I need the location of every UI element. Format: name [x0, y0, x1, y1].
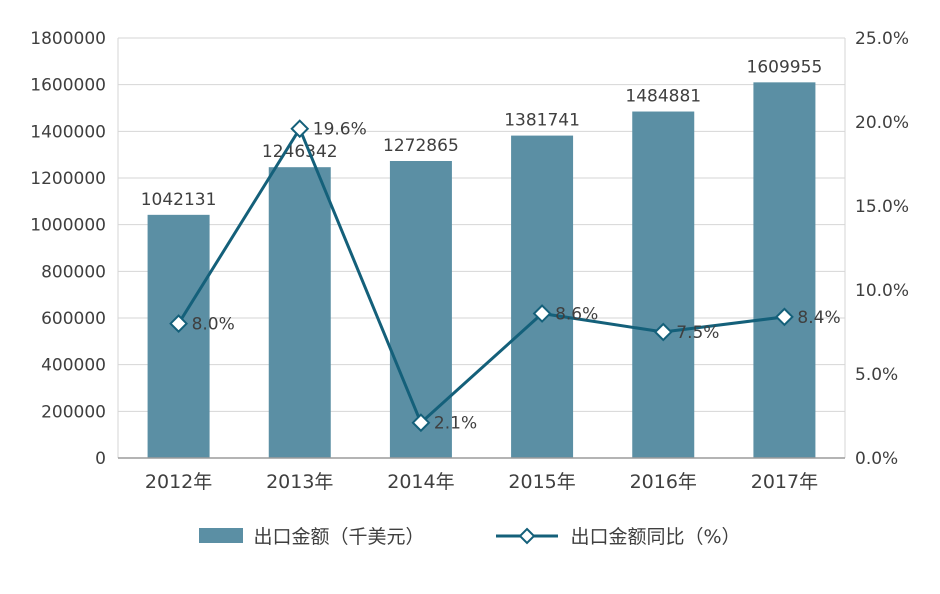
line-value-label: 2.1%: [434, 414, 477, 434]
right-axis-tick-label: 15.0%: [855, 197, 909, 217]
left-axis-tick-label: 400000: [41, 356, 106, 376]
bar-2012年: [147, 214, 210, 458]
bar-value-label: 1246342: [262, 142, 338, 162]
line-marker-2013年: [290, 119, 310, 139]
left-axis-tick-label: 1400000: [30, 122, 106, 142]
line-value-label: 8.6%: [555, 305, 598, 325]
right-axis-tick-label: 20.0%: [855, 113, 909, 133]
line-value-label: 8.0%: [192, 315, 235, 335]
line-marker-2015年: [532, 304, 552, 323]
bar-2016年: [632, 111, 695, 458]
line-marker-2012年: [169, 314, 188, 334]
line-series-swatch: [496, 527, 559, 544]
line-marker-2016年: [653, 322, 673, 342]
left-axis-tick-label: 0: [95, 449, 106, 469]
x-axis-category-label: 2015年: [508, 471, 575, 493]
bar-2014年: [389, 160, 452, 458]
right-axis-tick-label: 0.0%: [855, 449, 898, 469]
right-axis-tick-label: 25.0%: [855, 29, 909, 49]
right-axis-tick-label: 10.0%: [855, 281, 909, 301]
bar-value-label: 1484881: [625, 87, 701, 107]
x-axis-category-label: 2016年: [630, 471, 697, 493]
bar-value-label: 1381741: [504, 111, 580, 131]
left-axis-tick-label: 1000000: [30, 216, 106, 236]
bar-value-label: 1272865: [383, 136, 459, 156]
x-axis-category-label: 2017年: [751, 471, 818, 493]
chart-legend: 出口金额（千美元） 出口金额同比（%）: [0, 522, 940, 549]
line-marker-2014年: [411, 413, 431, 433]
legend-item-line: 出口金额同比（%）: [494, 522, 741, 549]
bar-2017年: [753, 82, 816, 458]
bar-2015年: [511, 135, 574, 459]
bar-2013年: [268, 167, 331, 458]
right-axis-tick-label: 5.0%: [855, 365, 898, 385]
left-axis-tick-label: 200000: [41, 402, 106, 422]
x-axis-category-label: 2012年: [145, 471, 212, 493]
chart-svg: 0 200000 400000 600000 800000 1000000 1200000 1…: [30, 29, 909, 493]
left-axis-tick-label: 600000: [41, 309, 106, 329]
legend-label-line: 出口金额同比（%）: [570, 526, 741, 548]
line-value-label: 19.6%: [313, 120, 367, 140]
left-axis-tick-label: 1600000: [30, 76, 106, 96]
legend-label-bar: 出口金额（千美元）: [253, 526, 425, 548]
x-axis-category-label: 2014年: [387, 471, 454, 493]
left-axis-tick-label: 800000: [41, 262, 106, 282]
bar-value-label: 1609955: [747, 57, 823, 77]
left-axis-tick-label: 1800000: [30, 29, 106, 49]
legend-item-bar: 出口金额（千美元）: [199, 522, 424, 549]
bar-series-swatch: [199, 528, 244, 543]
line-series-path: [177, 125, 785, 426]
line-marker-2017年: [775, 307, 794, 327]
left-axis-tick-label: 1200000: [30, 169, 106, 189]
line-value-label: 8.4%: [797, 308, 840, 328]
diamond-marker-icon: [519, 527, 536, 544]
bar-value-label: 1042131: [141, 190, 217, 210]
x-axis-category-label: 2013年: [266, 471, 333, 493]
line-value-label: 7.5%: [676, 323, 719, 343]
